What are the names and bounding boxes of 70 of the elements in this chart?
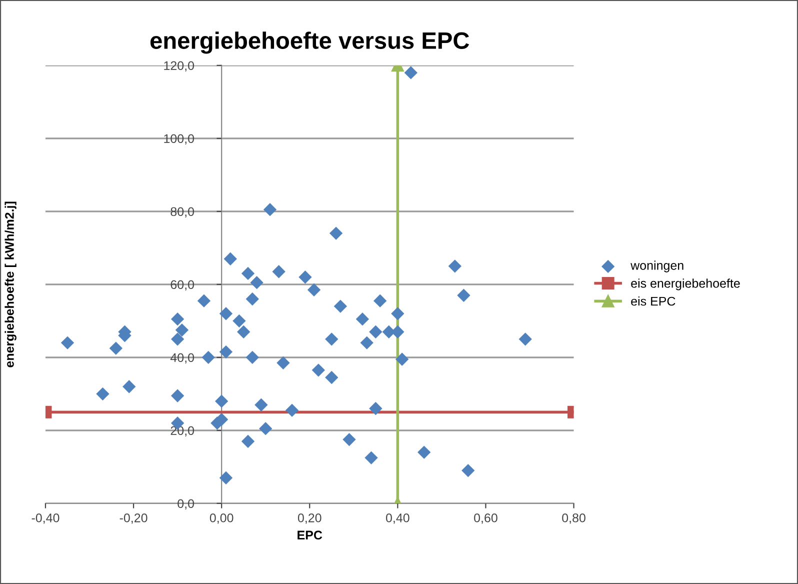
legend-label: eis EPC	[631, 296, 676, 306]
point	[246, 350, 259, 364]
x-tick-label: 0,40	[386, 513, 410, 524]
point	[312, 364, 326, 377]
x-tick-label: 0,20	[298, 513, 322, 524]
x-tick-label: -0,20	[120, 513, 148, 524]
point	[448, 260, 462, 273]
point	[391, 307, 404, 320]
point	[391, 325, 404, 338]
point	[232, 314, 246, 328]
point	[404, 66, 418, 80]
point	[197, 294, 211, 308]
point	[246, 292, 259, 306]
chart-title: energiebehoefte versus EPC	[150, 32, 470, 54]
point	[369, 402, 382, 416]
point	[122, 380, 136, 394]
point	[462, 464, 475, 478]
point	[219, 345, 233, 359]
x-tick-label: 0,80	[562, 513, 586, 524]
point	[334, 300, 348, 313]
x-tick-label: -0,40	[32, 513, 60, 524]
x-tick-label: 0,00	[210, 513, 234, 524]
point	[259, 422, 272, 436]
y-tick-label: 120,0	[164, 61, 194, 72]
y-tick-label: 80,0	[170, 207, 194, 218]
point	[298, 270, 312, 284]
point	[285, 404, 299, 417]
point	[325, 332, 338, 346]
point	[329, 226, 343, 240]
x-axis-title: EPC	[298, 530, 322, 540]
point	[202, 350, 215, 364]
point	[224, 252, 237, 266]
point	[250, 276, 264, 290]
point	[364, 451, 378, 464]
point	[175, 323, 189, 337]
y-axis-title: energiebehoefte [ kWh/m2.j]	[4, 202, 16, 368]
point	[214, 394, 228, 408]
point	[170, 332, 184, 346]
point	[60, 336, 74, 350]
point	[263, 202, 277, 216]
point	[360, 336, 374, 350]
point	[170, 389, 184, 402]
y-tick-label: 100,0	[164, 134, 194, 145]
point	[307, 283, 321, 296]
point	[241, 266, 255, 280]
point	[395, 352, 409, 366]
point	[342, 432, 356, 446]
point	[518, 332, 532, 346]
point	[276, 356, 290, 370]
point	[254, 398, 268, 412]
point	[170, 312, 184, 326]
y-tick-label: 40,0	[170, 353, 194, 364]
legend-label: eis energiebehoefte	[631, 278, 740, 290]
point	[241, 434, 255, 448]
point	[325, 370, 338, 384]
point	[272, 265, 286, 278]
point	[219, 307, 233, 320]
point	[457, 288, 470, 302]
point	[417, 446, 431, 459]
legend-label: woningen	[630, 260, 684, 272]
x-tick-label: 0,60	[474, 513, 498, 524]
point	[369, 325, 382, 338]
y-tick-label: 60,0	[170, 280, 194, 291]
point	[237, 325, 250, 338]
point	[96, 387, 110, 400]
point	[356, 312, 370, 326]
point	[373, 294, 387, 308]
y-tick-label: 20,0	[170, 426, 194, 437]
point	[219, 471, 233, 484]
point	[109, 342, 123, 355]
